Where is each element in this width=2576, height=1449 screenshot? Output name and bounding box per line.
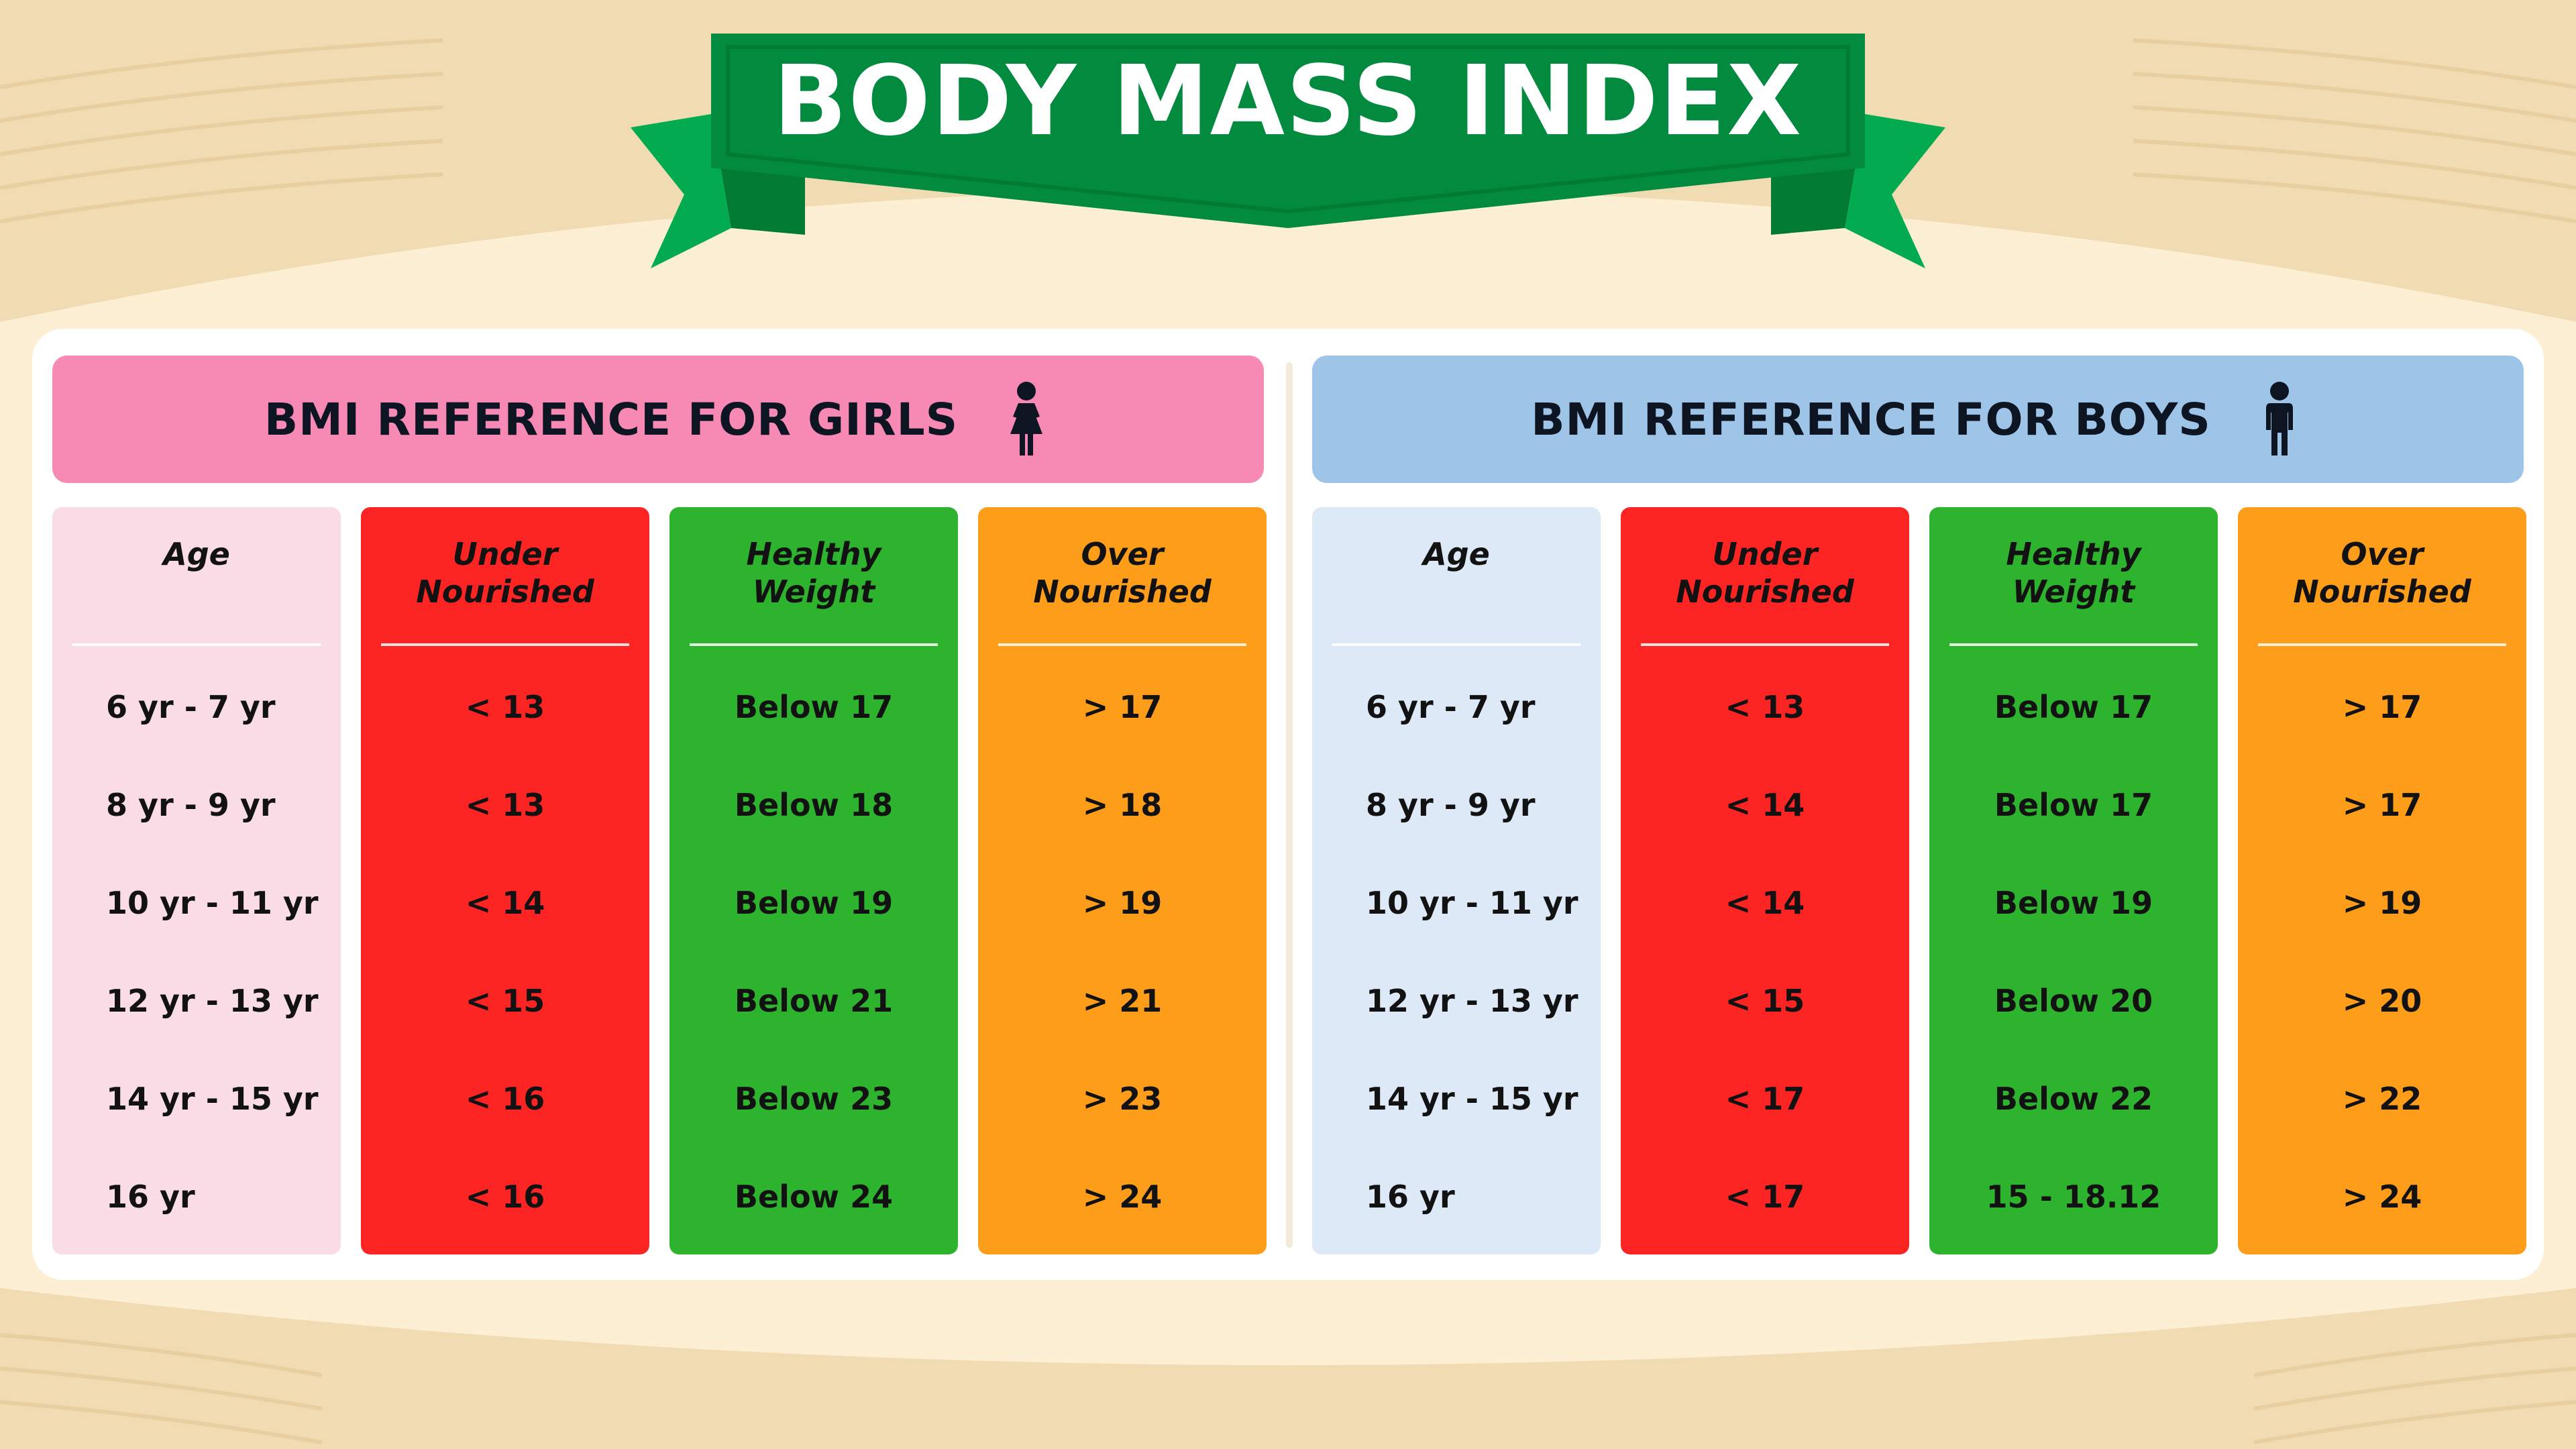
boys-age-header: Age — [1423, 536, 1490, 572]
girls-age-cell: 8 yr - 9 yr — [106, 787, 276, 823]
girls-over-cell: > 17 — [1082, 689, 1163, 725]
girls-over-cell: > 18 — [1082, 787, 1163, 823]
boys-under-cell: < 17 — [1725, 1081, 1805, 1117]
girls-over-cell: > 23 — [1082, 1081, 1163, 1117]
boys-age-cell: 14 yr - 15 yr — [1366, 1081, 1578, 1117]
boys-over-header: Over Nourished — [2293, 536, 2471, 610]
boys-section-header: BMI REFERENCE FOR BOYS — [1312, 356, 2524, 483]
boys-healthy-cell: Below 22 — [1994, 1081, 2153, 1117]
boys-age-column: Age 6 yr - 7 yr 8 yr - 9 yr 10 yr - 11 y… — [1312, 507, 1601, 1254]
girls-over-cell: > 19 — [1082, 885, 1163, 921]
boys-healthy-cell: Below 19 — [1994, 885, 2153, 921]
boys-healthy-column: Healthy Weight Below 17 Below 17 Below 19… — [1929, 507, 2218, 1254]
girls-over-header: Over Nourished — [1033, 536, 1212, 610]
boys-age-cell: 12 yr - 13 yr — [1366, 983, 1578, 1019]
boys-under-header: Under Nourished — [1676, 536, 1854, 610]
girls-healthy-cell: Below 17 — [734, 689, 894, 725]
girls-under-cell: < 16 — [465, 1081, 545, 1117]
column-rule — [72, 643, 321, 646]
boys-under-cell: < 15 — [1725, 983, 1805, 1019]
boys-healthy-cell: Below 17 — [1994, 689, 2153, 725]
boys-under-cell: < 14 — [1725, 885, 1805, 921]
boys-age-cell: 6 yr - 7 yr — [1366, 689, 1536, 725]
title-banner — [631, 34, 1945, 268]
boys-under-column: Under Nourished < 13 < 14 < 14 < 15 < 17 … — [1621, 507, 1909, 1254]
girls-age-cell: 16 yr — [106, 1179, 195, 1215]
boys-section-title: BMI REFERENCE FOR BOYS — [1531, 393, 2211, 445]
column-rule — [1332, 643, 1580, 646]
girls-healthy-cell: Below 19 — [734, 885, 894, 921]
boys-over-column: Over Nourished > 17 > 17 > 19 > 20 > 22 >… — [2238, 507, 2526, 1254]
boys-over-cell: > 24 — [2342, 1179, 2422, 1215]
girls-age-header: Age — [163, 536, 230, 572]
boys-healthy-cell: Below 20 — [1994, 983, 2153, 1019]
column-rule — [2258, 643, 2506, 646]
column-rule — [690, 643, 938, 646]
boys-under-cell: < 14 — [1725, 787, 1805, 823]
girls-age-column: Age 6 yr - 7 yr 8 yr - 9 yr 10 yr - 11 y… — [52, 507, 341, 1254]
girls-over-cell: > 24 — [1082, 1179, 1163, 1215]
girls-healthy-cell: Below 21 — [734, 983, 894, 1019]
column-rule — [381, 643, 629, 646]
girls-under-cell: < 13 — [465, 689, 545, 725]
boys-over-cell: > 19 — [2342, 885, 2422, 921]
girls-healthy-column: Healthy Weight Below 17 Below 18 Below 19… — [669, 507, 958, 1254]
girls-age-cell: 10 yr - 11 yr — [106, 885, 319, 921]
boys-over-cell: > 22 — [2342, 1081, 2422, 1117]
column-rule — [998, 643, 1246, 646]
girls-under-cell: < 15 — [465, 983, 545, 1019]
girls-over-column: Over Nourished > 17 > 18 > 19 > 21 > 23 >… — [978, 507, 1267, 1254]
girl-icon — [1010, 382, 1043, 455]
girls-healthy-cell: Below 24 — [734, 1179, 894, 1215]
boys-age-cell: 10 yr - 11 yr — [1366, 885, 1578, 921]
section-divider — [1286, 362, 1293, 1248]
boys-age-cell: 16 yr — [1366, 1179, 1455, 1215]
boys-over-cell: > 17 — [2342, 787, 2422, 823]
boys-healthy-header: Healthy Weight — [2006, 536, 2141, 610]
column-rule — [1641, 643, 1889, 646]
boy-icon — [2265, 382, 2293, 455]
girls-under-cell: < 16 — [465, 1179, 545, 1215]
boys-over-cell: > 17 — [2342, 689, 2422, 725]
girls-age-cell: 14 yr - 15 yr — [106, 1081, 319, 1117]
boys-age-cell: 8 yr - 9 yr — [1366, 787, 1536, 823]
girls-healthy-cell: Below 23 — [734, 1081, 894, 1117]
boys-under-cell: < 17 — [1725, 1179, 1805, 1215]
boys-over-cell: > 20 — [2342, 983, 2422, 1019]
boys-healthy-cell: 15 - 18.12 — [1986, 1179, 2161, 1215]
girls-section-header: BMI REFERENCE FOR GIRLS — [52, 356, 1264, 483]
girls-under-column: Under Nourished < 13 < 13 < 14 < 15 < 16 … — [361, 507, 649, 1254]
page-title: BODY MASS INDEX — [773, 44, 1803, 157]
girls-healthy-header: Healthy Weight — [746, 536, 881, 610]
girls-section-title: BMI REFERENCE FOR GIRLS — [264, 393, 959, 445]
girls-healthy-cell: Below 18 — [734, 787, 894, 823]
girls-over-cell: > 21 — [1082, 983, 1163, 1019]
girls-age-cell: 6 yr - 7 yr — [106, 689, 276, 725]
girls-under-header: Under Nourished — [416, 536, 594, 610]
boys-healthy-cell: Below 17 — [1994, 787, 2153, 823]
column-rule — [1949, 643, 2198, 646]
girls-under-cell: < 14 — [465, 885, 545, 921]
girls-age-cell: 12 yr - 13 yr — [106, 983, 319, 1019]
girls-under-cell: < 13 — [465, 787, 545, 823]
boys-under-cell: < 13 — [1725, 689, 1805, 725]
